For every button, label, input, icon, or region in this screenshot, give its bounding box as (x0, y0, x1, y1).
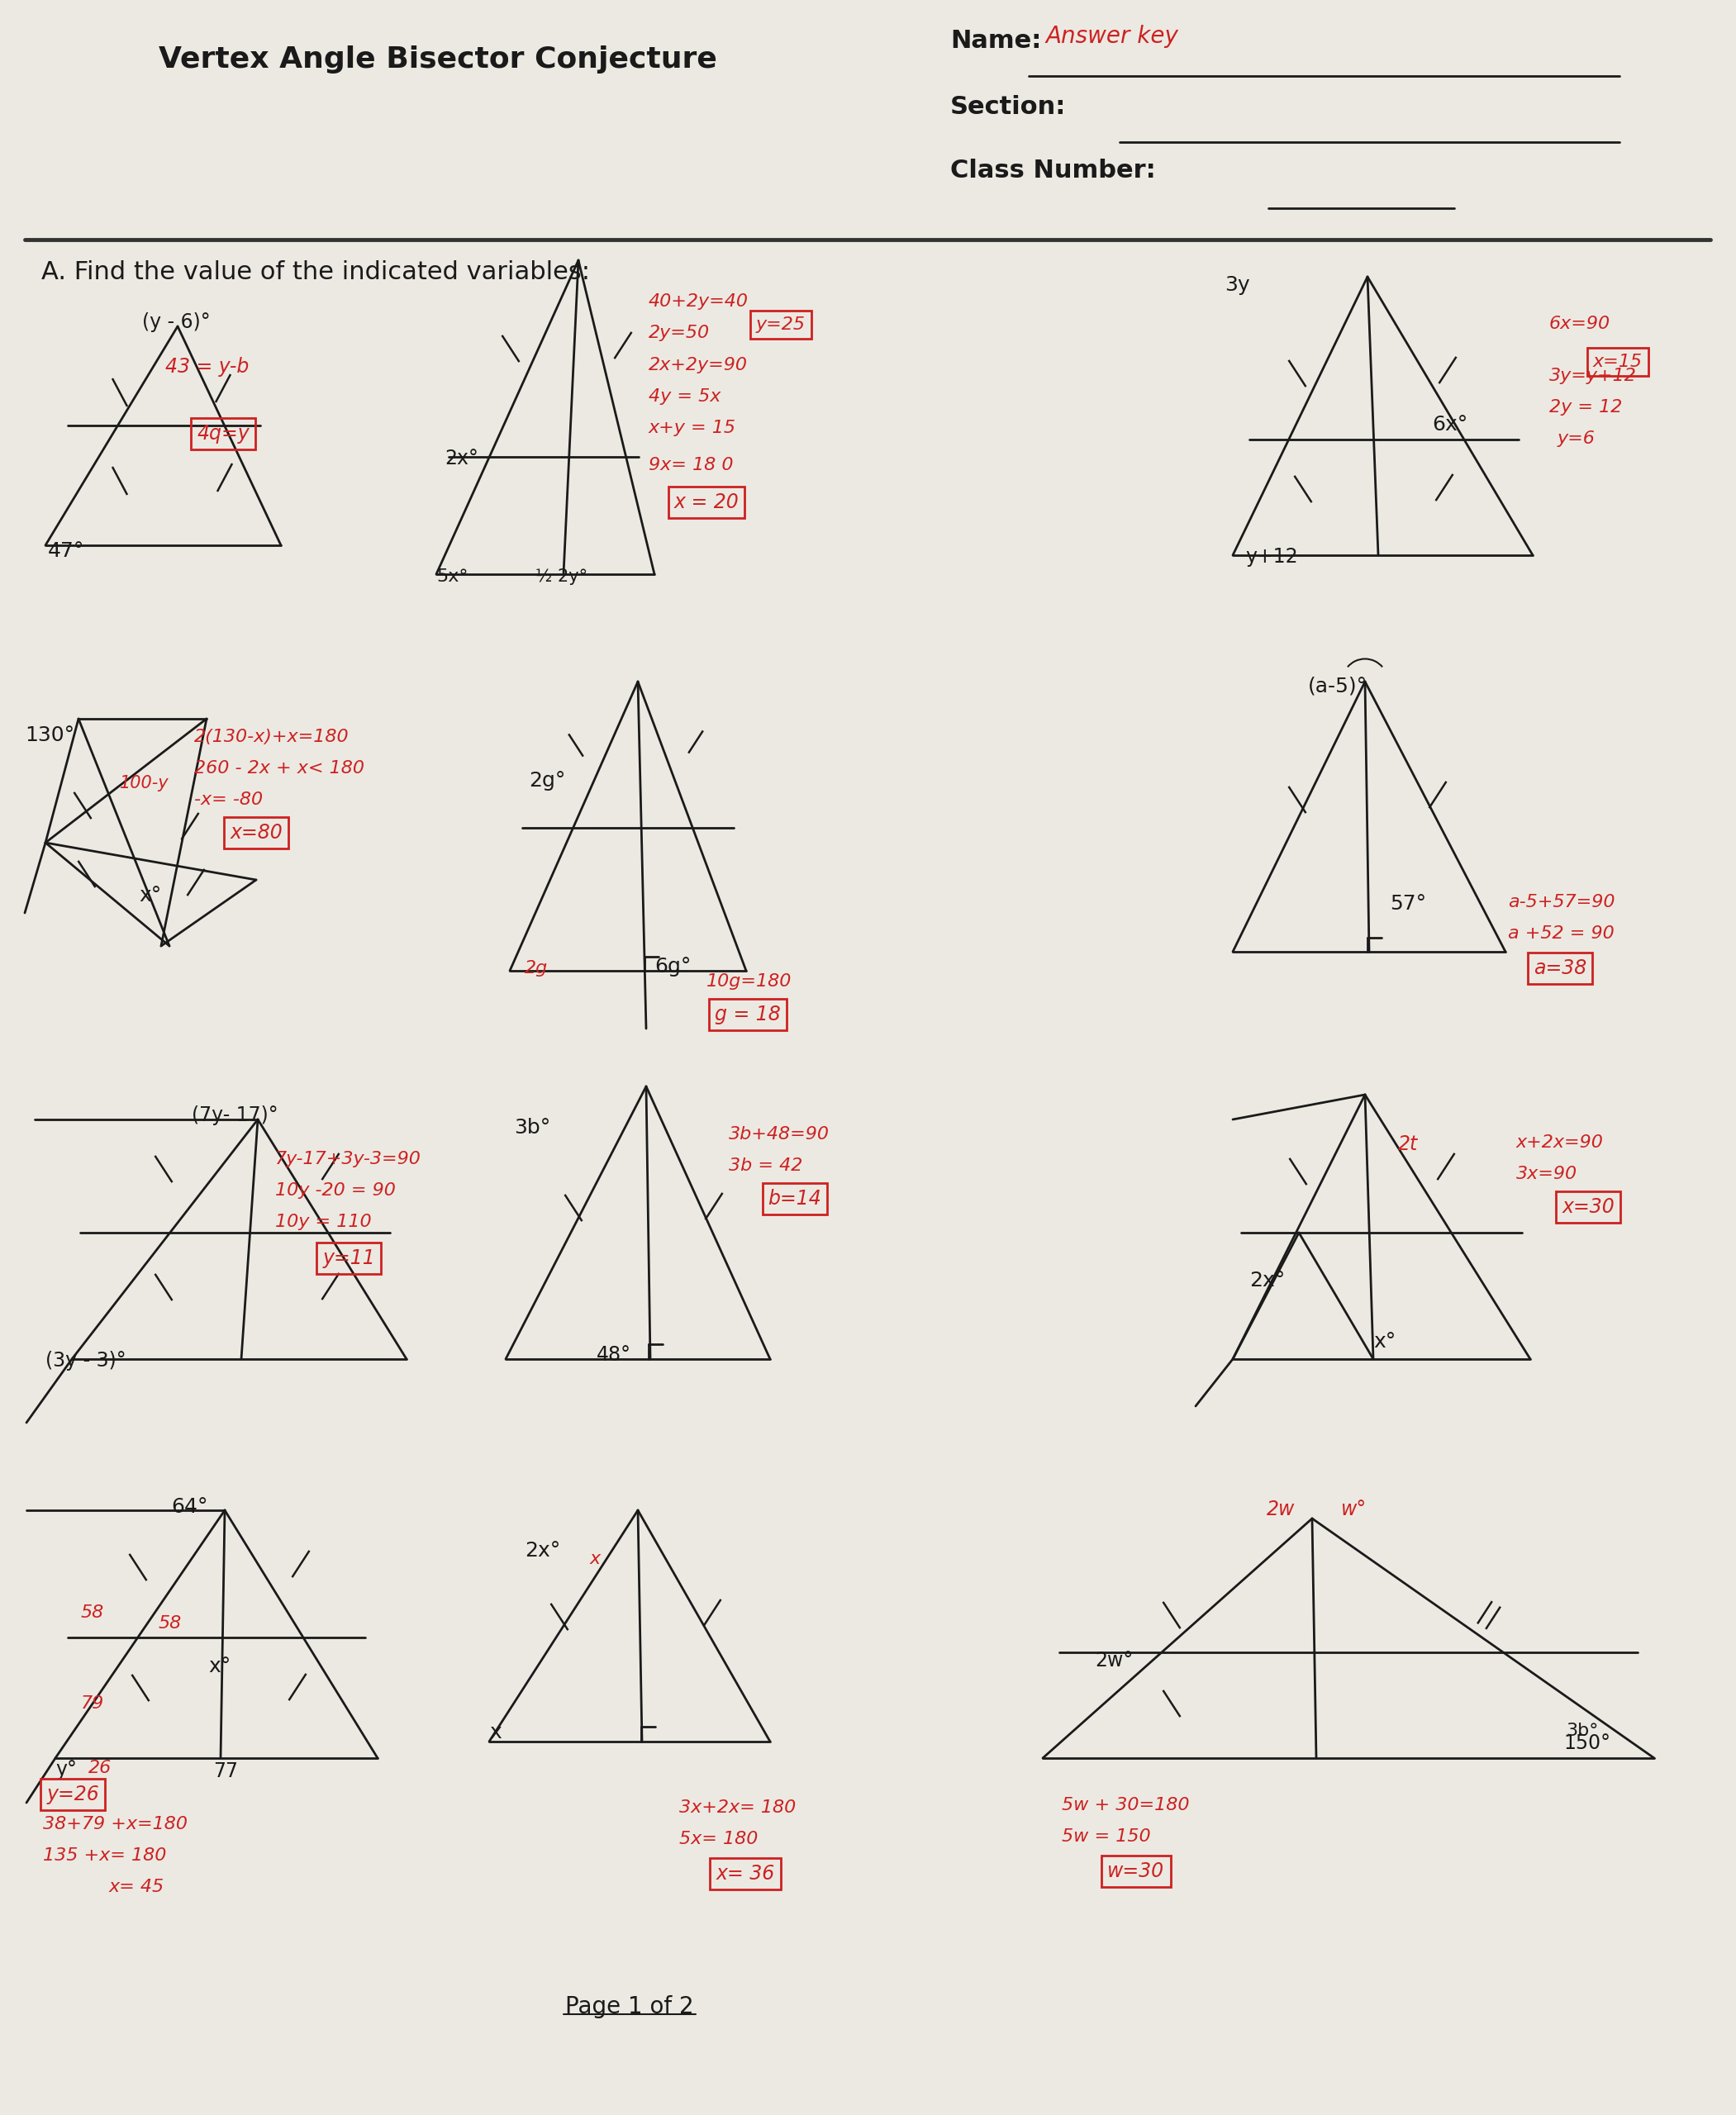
Text: 10y = 110: 10y = 110 (274, 1214, 372, 1231)
Text: -x= -80: -x= -80 (194, 791, 262, 808)
Text: 38+79 +x=180: 38+79 +x=180 (43, 1817, 187, 1832)
Text: b=14: b=14 (767, 1189, 821, 1208)
Text: 2g°: 2g° (529, 770, 566, 791)
Text: a +52 = 90: a +52 = 90 (1509, 926, 1614, 941)
Text: 260 - 2x + x< 180: 260 - 2x + x< 180 (194, 759, 365, 776)
Text: 2g: 2g (524, 960, 549, 977)
Text: x=80: x=80 (229, 823, 283, 842)
Text: (7y- 17)°: (7y- 17)° (191, 1106, 278, 1125)
Text: x°: x° (208, 1656, 231, 1677)
Text: a=38: a=38 (1533, 958, 1587, 977)
Text: 5x= 180: 5x= 180 (679, 1832, 759, 1846)
Text: Page 1 of 2: Page 1 of 2 (566, 1994, 694, 2018)
Text: 3b = 42: 3b = 42 (729, 1157, 802, 1174)
Text: x+2x=90: x+2x=90 (1516, 1134, 1604, 1151)
Text: x=15: x=15 (1594, 353, 1642, 370)
Text: 6x°: 6x° (1432, 415, 1467, 434)
Text: Name:: Name: (950, 30, 1042, 53)
Text: 58: 58 (82, 1605, 104, 1620)
Text: y=26: y=26 (47, 1785, 99, 1804)
Text: 57°: 57° (1391, 895, 1427, 914)
Text: A. Find the value of the indicated variables:: A. Find the value of the indicated varia… (42, 260, 590, 283)
Text: w°: w° (1340, 1500, 1366, 1519)
Text: (a-5)°: (a-5)° (1307, 677, 1368, 696)
Text: Class Number:: Class Number: (950, 159, 1156, 182)
Text: 48°: 48° (597, 1345, 632, 1364)
Text: 2t: 2t (1397, 1134, 1418, 1155)
Text: a-5+57=90: a-5+57=90 (1509, 895, 1614, 909)
Text: 4y = 5x: 4y = 5x (649, 389, 720, 404)
Text: (3y - 3)°: (3y - 3)° (45, 1351, 127, 1371)
Text: y+12: y+12 (1245, 548, 1299, 567)
Text: 10y -20 = 90: 10y -20 = 90 (274, 1182, 396, 1199)
Text: Vertex Angle Bisector Conjecture: Vertex Angle Bisector Conjecture (158, 44, 717, 74)
Text: 5x°: 5x° (436, 569, 469, 586)
Text: x = 20: x = 20 (674, 493, 740, 512)
Text: 130°: 130° (24, 725, 75, 744)
Text: 3y: 3y (1224, 275, 1250, 294)
Text: 26: 26 (89, 1760, 111, 1777)
Text: 43 = y-b: 43 = y-b (165, 357, 248, 376)
Text: y=6: y=6 (1557, 431, 1595, 446)
Text: x=30: x=30 (1562, 1197, 1614, 1216)
Text: 2x°: 2x° (524, 1542, 561, 1561)
Text: 2x°: 2x° (1250, 1271, 1285, 1290)
Text: 3b°: 3b° (1566, 1722, 1599, 1739)
Text: 150°: 150° (1564, 1734, 1611, 1753)
Text: 2x+2y=90: 2x+2y=90 (649, 357, 748, 374)
Text: 79: 79 (82, 1696, 104, 1711)
Text: x: x (590, 1550, 601, 1567)
Text: y=25: y=25 (757, 317, 806, 332)
Text: 58: 58 (158, 1616, 182, 1631)
Text: (y - 6)°: (y - 6)° (142, 313, 210, 332)
Text: Section:: Section: (950, 95, 1066, 118)
Text: 3b°: 3b° (514, 1119, 550, 1138)
Text: 10g=180: 10g=180 (707, 973, 792, 990)
Text: 3x=90: 3x=90 (1516, 1165, 1578, 1182)
Text: x= 45: x= 45 (109, 1878, 165, 1895)
Text: 77: 77 (214, 1762, 238, 1781)
Text: w=30: w=30 (1108, 1861, 1165, 1880)
Text: x°: x° (1373, 1332, 1396, 1351)
Text: 2x°: 2x° (444, 448, 479, 467)
Text: 2y=50: 2y=50 (649, 326, 710, 341)
Text: 9x= 18 0: 9x= 18 0 (649, 457, 733, 474)
Text: y°: y° (56, 1760, 76, 1779)
Text: 4q=y: 4q=y (196, 423, 250, 444)
Text: 7y-17+3y-3=90: 7y-17+3y-3=90 (274, 1151, 422, 1167)
Text: 2w: 2w (1267, 1500, 1295, 1519)
Text: 100-y: 100-y (120, 774, 168, 791)
Text: 64°: 64° (172, 1497, 208, 1516)
Text: 3x+2x= 180: 3x+2x= 180 (679, 1800, 795, 1817)
Text: g = 18: g = 18 (715, 1005, 781, 1024)
Text: 2w°: 2w° (1095, 1650, 1134, 1671)
Text: 2(130-x)+x=180: 2(130-x)+x=180 (194, 730, 349, 744)
Text: 3y=y+12: 3y=y+12 (1549, 368, 1637, 385)
Text: Answer key: Answer key (1045, 25, 1179, 49)
Text: 6g°: 6g° (654, 956, 691, 977)
Text: 40+2y=40: 40+2y=40 (649, 294, 748, 309)
Text: x: x (490, 1722, 502, 1743)
Text: 5w + 30=180: 5w + 30=180 (1062, 1798, 1189, 1813)
Text: 5w = 150: 5w = 150 (1062, 1827, 1151, 1844)
Text: x°: x° (139, 886, 161, 905)
Text: x+y = 15: x+y = 15 (649, 419, 736, 436)
Text: 47°: 47° (49, 541, 85, 560)
Text: x= 36: x= 36 (715, 1863, 774, 1884)
Text: 3b+48=90: 3b+48=90 (729, 1125, 830, 1142)
Text: ½ 2y°: ½ 2y° (535, 569, 587, 586)
Text: 135 +x= 180: 135 +x= 180 (43, 1846, 167, 1863)
Text: 6x=90: 6x=90 (1549, 315, 1611, 332)
Text: y=11: y=11 (323, 1248, 375, 1269)
Text: 2y = 12: 2y = 12 (1549, 400, 1621, 415)
